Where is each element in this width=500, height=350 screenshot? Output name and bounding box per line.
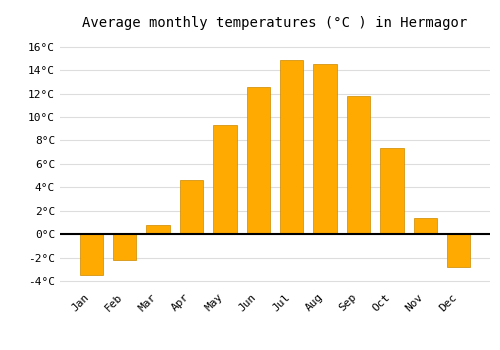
- Bar: [180, 180, 203, 234]
- Bar: [80, 234, 103, 275]
- Bar: [246, 86, 270, 234]
- Title: Average monthly temperatures (°C ) in Hermagor: Average monthly temperatures (°C ) in He…: [82, 16, 468, 30]
- Bar: [414, 218, 437, 234]
- Bar: [146, 225, 170, 234]
- Bar: [280, 60, 303, 234]
- Bar: [314, 64, 337, 234]
- Bar: [447, 234, 470, 267]
- Bar: [113, 234, 136, 260]
- Bar: [213, 125, 236, 234]
- Bar: [347, 96, 370, 234]
- Bar: [380, 147, 404, 234]
